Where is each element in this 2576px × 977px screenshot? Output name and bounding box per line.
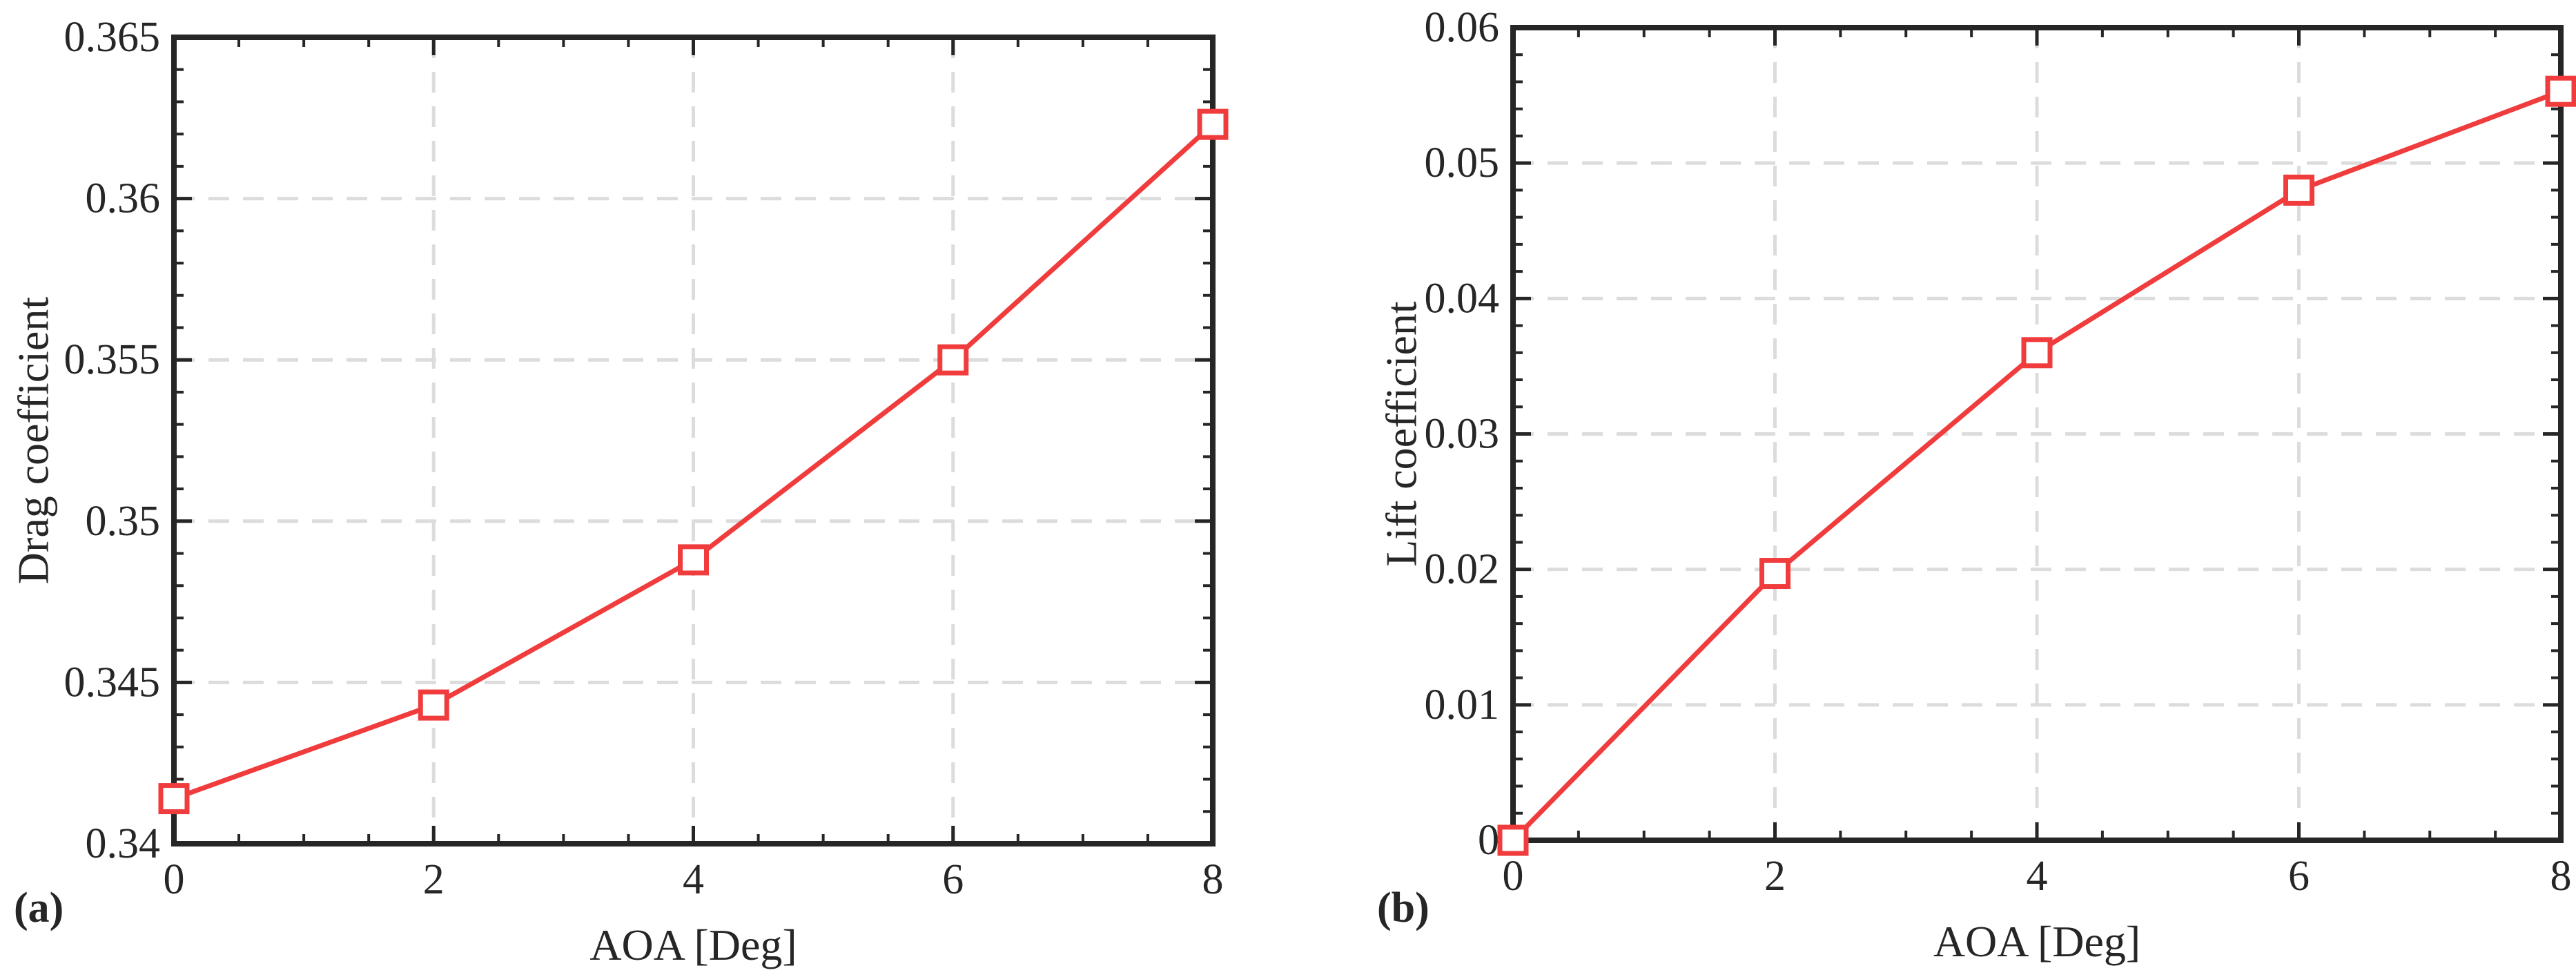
y-tick-label: 0 [1478,817,1499,864]
data-point-marker [418,689,449,721]
plot-frame [1510,25,2564,843]
data-point-marker [2283,174,2314,206]
x-tick-label: 2 [423,856,445,903]
x-tick-label: 4 [683,856,704,903]
y-tick-label: 0.365 [64,14,161,61]
x-tick-label: 6 [942,856,964,903]
x-tick-label: 4 [2027,853,2048,900]
panel-b-lift-coefficient: 0 2 4 6 8 0 0.01 0.02 0.03 0.04 0.05 0.06 AOA [Deg] L… [1377,4,2576,966]
x-tick-label: 0 [164,856,185,903]
y-tick-label: 0.06 [1425,4,1500,51]
data-point-marker [2545,75,2576,107]
y-tick-label: 0.355 [64,336,161,383]
x-axis-label: AOA [Deg] [589,920,797,969]
y-tick-label: 0.04 [1425,275,1500,322]
data-point-marker [158,783,190,815]
y-tick-label: 0.36 [86,175,161,222]
y-tick-label: 0.02 [1425,546,1500,593]
y-tick-label: 0.05 [1425,139,1500,186]
y-axis-label: Lift coefficient [1377,301,1426,567]
x-axis-label: AOA [Deg] [1933,917,2140,966]
panel-label: (a) [14,884,64,931]
panel-a-drag-coefficient: 0 2 4 6 8 0.34 0.345 0.35 0.355 0.36 0.365 AOA [Deg… [9,14,1229,969]
x-tick-label: 6 [2288,853,2310,900]
y-tick-label: 0.34 [86,820,161,867]
x-tick-label: 0 [1503,853,1524,900]
data-point-marker [2021,337,2053,369]
y-axis-label: Drag coefficient [9,297,58,585]
y-tick-label: 0.03 [1425,411,1500,458]
x-tick-label: 8 [1202,856,1224,903]
y-tick-label: 0.01 [1425,681,1500,728]
data-point-marker [937,344,969,376]
data-point-marker [1759,558,1790,590]
plot-frame [171,35,1216,847]
y-tick-label: 0.35 [86,498,161,545]
y-tick-label: 0.345 [64,659,161,706]
panel-label: (b) [1377,884,1430,931]
x-tick-label: 8 [2550,853,2572,900]
data-point-marker [1197,108,1229,140]
data-point-marker [1497,824,1529,856]
x-tick-label: 2 [1764,853,1786,900]
data-point-marker [678,544,709,576]
